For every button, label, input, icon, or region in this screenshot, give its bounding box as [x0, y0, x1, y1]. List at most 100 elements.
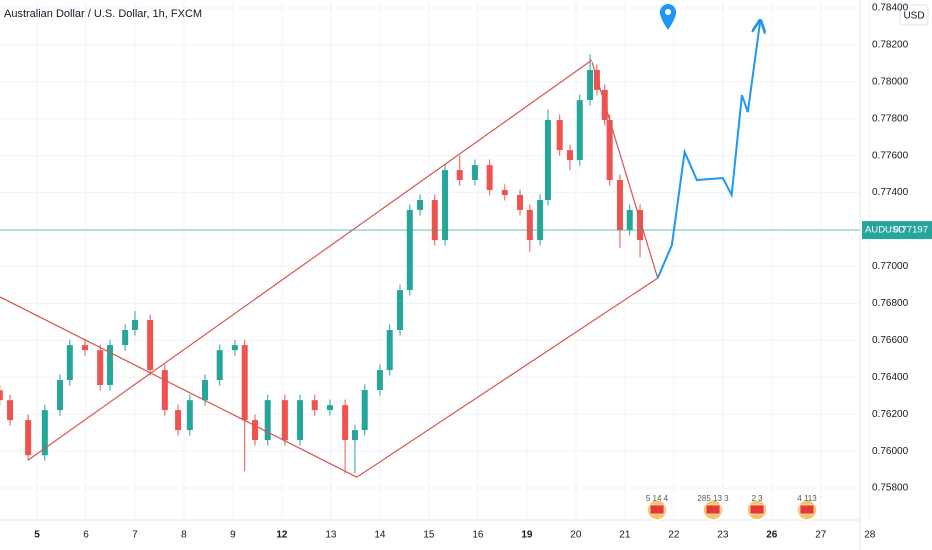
- event-flag: [799, 504, 815, 515]
- x-tick-label: 9: [230, 530, 236, 541]
- event-badge[interactable]: 5 14 4: [646, 494, 669, 521]
- candle-body: [417, 199, 424, 210]
- y-tick-label: 0.76600: [872, 335, 909, 346]
- event-flag: [705, 504, 721, 515]
- drawing-line: [27, 59, 593, 461]
- candle-body: [376, 370, 383, 390]
- candle-body: [66, 345, 73, 381]
- candle-body: [97, 350, 104, 386]
- x-tick-label: 5: [34, 530, 40, 541]
- candle-body: [576, 100, 583, 161]
- candle-body: [202, 380, 209, 401]
- candle-body: [0, 390, 3, 401]
- candle-body: [501, 190, 508, 195]
- price-tag: [862, 221, 932, 240]
- x-tick-label: 12: [276, 530, 288, 541]
- candle-body: [122, 329, 129, 346]
- candle-body: [486, 165, 493, 191]
- candle-body: [456, 170, 463, 181]
- candle-body: [342, 405, 349, 441]
- candle-body: [131, 320, 138, 330]
- candle-body: [311, 400, 318, 411]
- candle-body: [537, 199, 544, 241]
- candle-body: [281, 400, 288, 441]
- x-tick-label: 22: [668, 530, 680, 541]
- candle-body: [264, 400, 271, 441]
- candle-body: [147, 320, 154, 371]
- candle-body: [566, 150, 573, 161]
- y-tick-label: 0.78400: [872, 3, 909, 14]
- event-label: 4 113: [797, 494, 817, 503]
- symbol-tag: AUDUSD: [865, 225, 905, 236]
- candle-body: [637, 209, 644, 241]
- candle-body: [406, 209, 413, 291]
- candle-body: [81, 345, 88, 351]
- y-tick-label: 0.77800: [872, 113, 909, 124]
- drawing-line: [591, 61, 659, 279]
- grid: [0, 0, 871, 520]
- drawing-line: [656, 22, 760, 279]
- drawing-line: [0, 296, 358, 478]
- y-tick-label: 0.78000: [872, 76, 909, 87]
- candle-body: [431, 199, 438, 241]
- y-tick-label: 0.76000: [872, 446, 909, 457]
- y-tick-label: 0.77000: [872, 261, 909, 272]
- x-tick-label: 6: [83, 530, 89, 541]
- candle-body: [626, 209, 633, 231]
- candle-body: [41, 410, 48, 456]
- event-badge[interactable]: 4 113: [796, 494, 818, 521]
- candle-body: [556, 120, 563, 151]
- x-tick-label: 14: [374, 530, 386, 541]
- candle-body: [361, 390, 368, 431]
- x-tick-label: 21: [619, 530, 631, 541]
- candle-body: [442, 170, 449, 241]
- candle-body: [186, 400, 193, 431]
- candle-body: [471, 165, 478, 181]
- x-tick-label: 7: [132, 530, 138, 541]
- x-tick-label: 15: [423, 530, 435, 541]
- candle-body: [616, 180, 623, 231]
- candle-body: [351, 430, 358, 441]
- y-tick-label: 0.77600: [872, 150, 909, 161]
- candle-body: [175, 410, 182, 431]
- candle-body: [161, 370, 168, 411]
- x-tick-label: 28: [864, 530, 876, 541]
- candle-body: [544, 120, 551, 200]
- candle-body: [216, 350, 223, 381]
- last-price-label: 0.77197: [894, 225, 928, 236]
- candle-body: [606, 120, 613, 181]
- y-tick-label: 0.76400: [872, 372, 909, 383]
- y-tick-label: 0.76200: [872, 409, 909, 420]
- y-tick-label: 0.75800: [872, 483, 909, 494]
- y-tick-label: 0.77400: [872, 187, 909, 198]
- x-tick-label: 13: [325, 530, 337, 541]
- y-tick-label: 0.76800: [872, 298, 909, 309]
- currency-box[interactable]: [899, 4, 929, 26]
- candle-body: [231, 345, 238, 351]
- candle-body: [326, 405, 333, 411]
- x-tick-label: 19: [521, 530, 533, 541]
- candle-body: [297, 400, 304, 441]
- event-flag: [749, 504, 765, 515]
- currency: USD: [903, 11, 924, 22]
- event-label: 285 13 3: [697, 494, 729, 503]
- x-tick-label: 20: [570, 530, 582, 541]
- candle-body: [517, 195, 524, 210]
- candle-body: [526, 209, 533, 241]
- chart-title: Australian Dollar / U.S. Dollar, 1h, FXC…: [4, 8, 202, 20]
- event-badge[interactable]: 2 3: [746, 494, 768, 521]
- candle-body: [25, 420, 32, 456]
- x-tick-label: 8: [181, 530, 187, 541]
- candle-body: [57, 380, 64, 411]
- event-flag: [649, 504, 665, 515]
- candle-body: [106, 345, 113, 386]
- candle-body: [587, 69, 594, 101]
- candle-body: [396, 290, 403, 330]
- event-badge[interactable]: 285 13 3: [697, 494, 729, 521]
- event-label: 2 3: [751, 494, 763, 503]
- y-tick-label: 0.78200: [872, 40, 909, 51]
- x-tick-label: 16: [472, 530, 484, 541]
- x-tick-label: 26: [766, 530, 778, 541]
